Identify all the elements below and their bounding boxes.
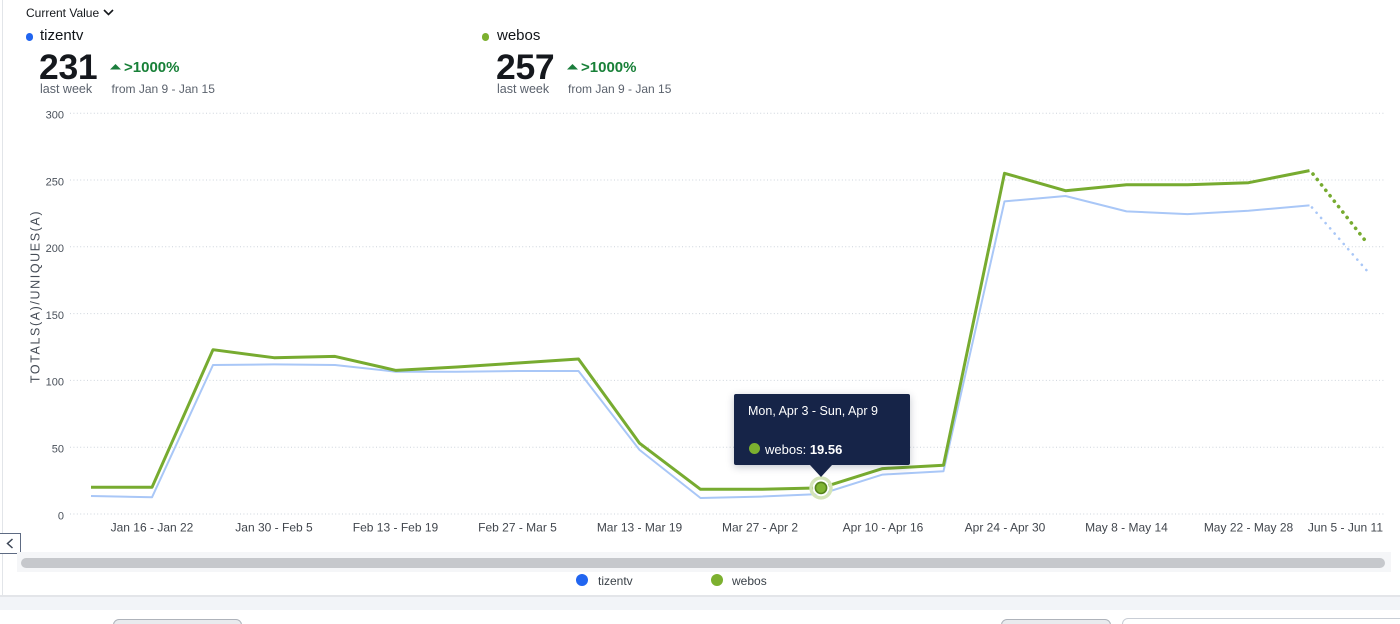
svg-text:Apr 10 - Apr 16: Apr 10 - Apr 16: [843, 521, 924, 535]
svg-text:Jan 30 - Feb 5: Jan 30 - Feb 5: [235, 521, 313, 535]
svg-text:150: 150: [46, 310, 64, 322]
svg-text:0: 0: [58, 510, 64, 522]
svg-text:Mar 13 - Mar 19: Mar 13 - Mar 19: [597, 521, 683, 535]
svg-text:100: 100: [46, 377, 64, 389]
svg-text:250: 250: [46, 176, 64, 188]
svg-text:Feb 13 - Feb 19: Feb 13 - Feb 19: [353, 521, 439, 535]
svg-text:TOTALS(A)/UNIQUES(A): TOTALS(A)/UNIQUES(A): [29, 210, 43, 383]
svg-text:May 8 - May 14: May 8 - May 14: [1085, 521, 1168, 535]
svg-text:Jun 5 - Jun 11: Jun 5 - Jun 11: [1308, 521, 1383, 535]
svg-text:200: 200: [46, 243, 64, 255]
svg-text:Feb 27 - Mar 5: Feb 27 - Mar 5: [478, 521, 557, 535]
svg-text:Apr 24 - Apr 30: Apr 24 - Apr 30: [965, 521, 1046, 535]
svg-text:50: 50: [52, 444, 64, 456]
svg-text:Mar 27 - Apr 2: Mar 27 - Apr 2: [722, 521, 798, 535]
svg-text:May 22 - May 28: May 22 - May 28: [1204, 521, 1294, 535]
svg-text:Jan 16 - Jan 22: Jan 16 - Jan 22: [111, 521, 194, 535]
svg-text:300: 300: [46, 110, 64, 122]
